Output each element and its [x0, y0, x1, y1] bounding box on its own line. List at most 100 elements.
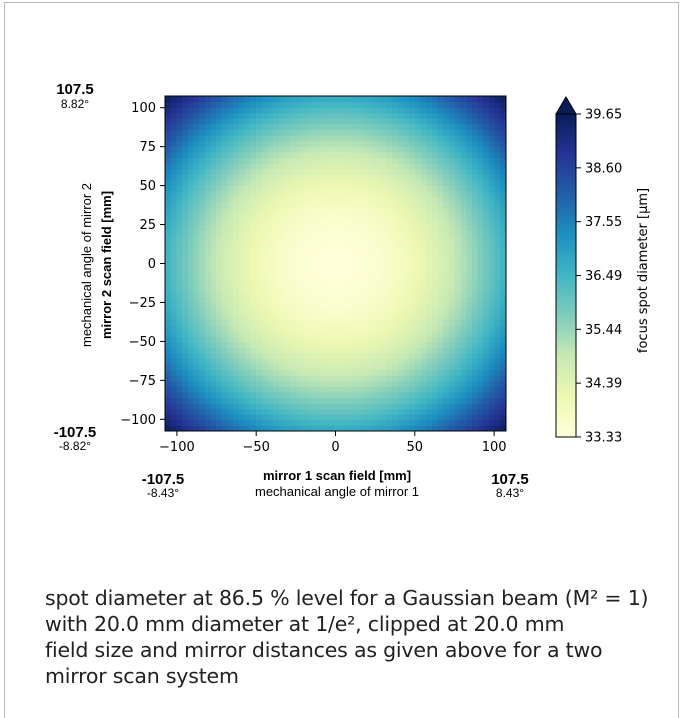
heatmap-cell — [301, 285, 308, 293]
heatmap-cell — [363, 185, 371, 192]
heatmap-cell — [210, 352, 217, 360]
heatmap-cell — [426, 347, 433, 354]
heatmap-cell — [449, 218, 456, 226]
heatmap-cell — [216, 202, 223, 209]
heatmap-cell — [267, 308, 274, 315]
heatmap-cell — [471, 96, 479, 103]
heatmap-cell — [307, 179, 314, 186]
heatmap-cell — [471, 123, 479, 131]
heatmap-cell — [199, 118, 206, 125]
heatmap-cell — [466, 174, 473, 181]
heatmap-cell — [318, 347, 325, 354]
heatmap-cell — [187, 230, 195, 237]
heatmap-cell — [380, 386, 388, 393]
heatmap-cell — [176, 101, 183, 108]
heatmap-cell — [380, 269, 388, 276]
heatmap-cell — [301, 118, 308, 125]
heatmap-cell — [477, 196, 484, 203]
heatmap-cell — [216, 163, 223, 170]
heatmap-cell — [483, 414, 490, 421]
heatmap-cell — [233, 146, 240, 153]
heatmap-cell — [227, 263, 234, 270]
heatmap-cell — [272, 375, 280, 382]
heatmap-cell — [204, 375, 212, 382]
heatmap-cell — [380, 185, 388, 192]
heatmap-cell — [454, 207, 462, 214]
heatmap-cell — [375, 241, 382, 248]
heatmap-cell — [358, 235, 365, 242]
heatmap-cell — [170, 391, 177, 399]
heatmap-cell — [193, 202, 200, 209]
heatmap-cell — [392, 163, 399, 170]
heatmap-cell — [403, 397, 410, 404]
heatmap-cell — [494, 375, 501, 382]
heatmap-cell — [324, 330, 331, 337]
heatmap-cell — [244, 235, 251, 242]
heatmap-cell — [295, 196, 302, 203]
heatmap-cell — [272, 330, 280, 337]
heatmap-cell — [500, 174, 506, 181]
heatmap-cell — [409, 112, 416, 119]
heatmap-cell — [307, 336, 314, 343]
heatmap-cell — [244, 386, 251, 393]
heatmap-cell — [329, 425, 337, 431]
colorbar-tick-label: 38.60 — [585, 161, 622, 176]
heatmap-cell — [233, 185, 240, 192]
heatmap-cell — [170, 403, 177, 410]
heatmap-cell — [346, 123, 354, 131]
heatmap-cell — [483, 352, 490, 360]
heatmap-cell — [449, 96, 456, 103]
heatmap-cell — [335, 358, 342, 365]
heatmap-cell — [272, 218, 280, 226]
heatmap-cell — [335, 403, 342, 410]
heatmap-cell — [449, 252, 456, 259]
heatmap-cell — [494, 352, 501, 360]
heatmap-cell — [454, 330, 462, 337]
heatmap-cell — [250, 174, 257, 181]
axis-labels: mirror 1 scan field [mm]mechanical angle… — [54, 81, 529, 500]
heatmap-cell — [335, 190, 342, 198]
heatmap-cell — [415, 336, 422, 343]
heatmap-cell — [324, 123, 331, 131]
heatmap-cell — [267, 397, 274, 404]
y-tick-label: 75 — [139, 140, 156, 155]
heatmap-cell — [426, 179, 433, 186]
heatmap-cell — [358, 123, 365, 131]
heatmap-cell — [227, 324, 234, 332]
heatmap-cell — [250, 263, 257, 270]
heatmap-cell — [466, 123, 473, 131]
heatmap-cell — [443, 140, 450, 147]
heatmap-cell — [199, 364, 206, 371]
heatmap-cell — [500, 391, 506, 399]
heatmap-cell — [176, 213, 183, 220]
heatmap-cell — [329, 163, 337, 170]
heatmap-cell — [278, 347, 285, 354]
heatmap-cell — [176, 269, 183, 276]
heatmap-cell — [165, 168, 172, 175]
heatmap-cell — [375, 230, 382, 237]
heatmap-cell — [449, 324, 456, 332]
heatmap-cell — [210, 107, 217, 114]
heatmap-cell — [261, 179, 268, 186]
heatmap-cell — [284, 324, 291, 332]
heatmap-cell — [301, 414, 308, 421]
heatmap-cell — [346, 241, 354, 248]
heatmap-cell — [233, 341, 240, 348]
heatmap-cell — [454, 336, 462, 343]
heatmap-cell — [346, 224, 354, 231]
heatmap-cell — [176, 341, 183, 348]
heatmap-cell — [250, 269, 257, 276]
heatmap-cell — [244, 179, 251, 186]
heatmap-cell — [170, 308, 177, 315]
heatmap-cell — [403, 386, 410, 393]
heatmap-cell — [233, 324, 240, 332]
heatmap-cell — [312, 207, 320, 214]
heatmap-cell — [494, 330, 501, 337]
heatmap-cell — [449, 364, 456, 371]
heatmap-cell — [267, 107, 274, 114]
heatmap-cell — [301, 386, 308, 393]
heatmap-cell — [250, 386, 257, 393]
heatmap-cell — [312, 319, 320, 326]
heatmap-cell — [380, 280, 388, 287]
heatmap-cell — [233, 196, 240, 203]
